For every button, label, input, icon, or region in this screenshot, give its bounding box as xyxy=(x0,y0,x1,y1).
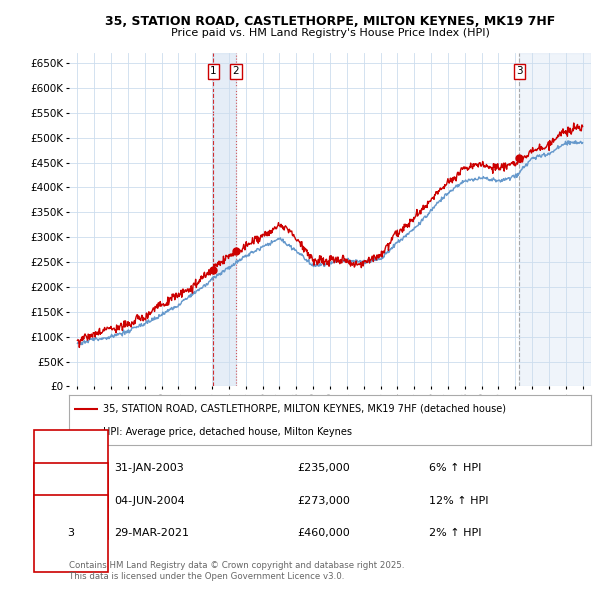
Text: 1: 1 xyxy=(67,464,74,473)
Text: 3: 3 xyxy=(516,67,523,77)
Text: Price paid vs. HM Land Registry's House Price Index (HPI): Price paid vs. HM Land Registry's House … xyxy=(170,28,490,38)
Text: £460,000: £460,000 xyxy=(297,529,350,538)
Text: HPI: Average price, detached house, Milton Keynes: HPI: Average price, detached house, Milt… xyxy=(103,427,352,437)
Text: 04-JUN-2004: 04-JUN-2004 xyxy=(114,496,185,506)
Text: 6% ↑ HPI: 6% ↑ HPI xyxy=(429,464,481,473)
Text: £235,000: £235,000 xyxy=(297,464,350,473)
Text: 29-MAR-2021: 29-MAR-2021 xyxy=(114,529,189,538)
Bar xyxy=(520,53,591,386)
Text: Contains HM Land Registry data © Crown copyright and database right 2025.
This d: Contains HM Land Registry data © Crown c… xyxy=(69,561,404,581)
Text: 3: 3 xyxy=(67,529,74,538)
Text: 35, STATION ROAD, CASTLETHORPE, MILTON KEYNES, MK19 7HF: 35, STATION ROAD, CASTLETHORPE, MILTON K… xyxy=(105,15,555,28)
Text: 2% ↑ HPI: 2% ↑ HPI xyxy=(429,529,482,538)
Text: 12% ↑ HPI: 12% ↑ HPI xyxy=(429,496,488,506)
Text: 35, STATION ROAD, CASTLETHORPE, MILTON KEYNES, MK19 7HF (detached house): 35, STATION ROAD, CASTLETHORPE, MILTON K… xyxy=(103,404,506,414)
Text: £273,000: £273,000 xyxy=(297,496,350,506)
Text: 2: 2 xyxy=(67,496,74,506)
Text: 1: 1 xyxy=(210,67,217,77)
Bar xyxy=(214,53,236,386)
Text: 31-JAN-2003: 31-JAN-2003 xyxy=(114,464,184,473)
Text: 2: 2 xyxy=(233,67,239,77)
